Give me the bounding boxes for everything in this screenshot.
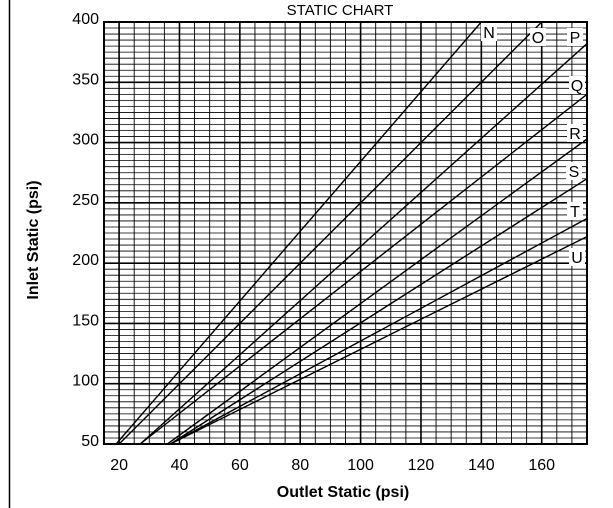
x-tick-label: 160 (528, 457, 555, 474)
series-label-r: R (569, 126, 581, 143)
series-layer: N O P Q R S T U (115, 21, 588, 445)
series-line-q (139, 93, 588, 445)
y-tick-label: 400 (72, 11, 99, 28)
series-line-s (170, 178, 588, 445)
series-label-bg (569, 76, 585, 94)
series-label-q: Q (571, 78, 583, 95)
series-label-bg (530, 28, 546, 46)
grid (104, 22, 587, 444)
y-tick-label: 250 (72, 192, 99, 209)
x-tick-label: 20 (110, 457, 128, 474)
y-tick-label: 350 (72, 71, 99, 88)
series-line-t (170, 217, 588, 445)
y-tick-label: 50 (81, 433, 99, 450)
series-label-o: O (532, 30, 544, 47)
x-tick-labels: 20 40 60 80 100 120 140 160 (110, 457, 555, 474)
series-label-bg (567, 124, 583, 142)
x-axis-label: Outlet Static (psi) (277, 484, 409, 501)
x-tick-label: 80 (291, 457, 309, 474)
x-tick-label: 140 (468, 457, 495, 474)
y-tick-label: 300 (72, 132, 99, 149)
series-line-p (139, 43, 588, 445)
y-tick-labels: 50 100 150 200 250 300 350 400 (72, 11, 99, 450)
x-tick-label: 120 (408, 457, 435, 474)
series-label-n: N (483, 25, 495, 42)
series-label-s: S (569, 164, 580, 181)
series-label-bg (567, 28, 583, 46)
y-axis-label: Inlet Static (psi) (25, 180, 42, 299)
series-label-bg (481, 23, 497, 41)
series-label-p: P (570, 30, 581, 47)
plot-frame (103, 21, 588, 445)
series-line-n (115, 21, 482, 445)
series-label-u: U (571, 250, 583, 267)
series-line-r (166, 138, 588, 445)
series-line-u (170, 235, 588, 445)
x-tick-label: 40 (171, 457, 189, 474)
series-label-bg (567, 202, 583, 220)
series-label-bg (569, 248, 585, 266)
chart-title: STATIC CHART (287, 2, 394, 19)
y-tick-label: 100 (72, 373, 99, 390)
series-label-t: T (570, 204, 580, 221)
x-tick-label: 100 (347, 457, 374, 474)
series-label-bg (566, 162, 582, 180)
series-line-o (118, 21, 543, 445)
y-tick-label: 150 (72, 312, 99, 329)
y-tick-label: 200 (72, 252, 99, 269)
x-tick-label: 60 (231, 457, 249, 474)
